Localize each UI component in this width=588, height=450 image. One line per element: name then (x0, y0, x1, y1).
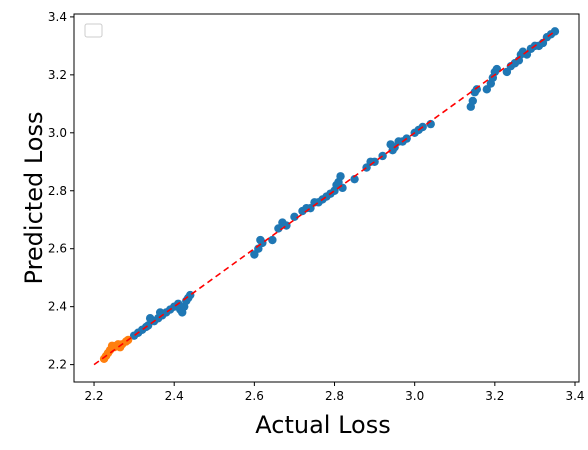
y-tick-label-1: 2.4 (48, 300, 67, 314)
x-axis-ticks: 2.2 2.4 2.6 2.8 3.0 3.2 3.4 (84, 382, 585, 403)
y-tick-label-4: 3.0 (48, 126, 67, 140)
scatter-point-s0-24 (268, 235, 277, 245)
legend-box (84, 23, 103, 38)
scatter-point-s0-58 (468, 96, 477, 106)
x-axis-title: Actual Loss (255, 411, 390, 439)
scatter-point-s0-28 (290, 212, 299, 222)
y-tick-label-0: 2.2 (48, 358, 67, 372)
scatter-point-s0-40 (336, 172, 345, 181)
x-tick-label-6: 3.4 (565, 389, 584, 403)
scatter-point-s0-42 (350, 174, 359, 184)
reference-diagonal-line (93, 30, 556, 366)
y-tick-label-3: 2.8 (48, 184, 67, 198)
x-tick-label-2: 2.6 (245, 389, 264, 403)
x-tick-label-1: 2.4 (165, 389, 184, 403)
x-tick-label-4: 3.0 (405, 389, 424, 403)
x-tick-label-3: 2.8 (325, 389, 344, 403)
y-tick-label-2: 2.6 (48, 242, 67, 256)
y-axis-title: Predicted Loss (20, 112, 48, 285)
y-tick-label-5: 3.2 (48, 68, 67, 82)
plot-frame (73, 13, 580, 383)
x-tick-label-5: 3.2 (485, 389, 504, 403)
y-axis-ticks: 2.2 2.4 2.6 2.8 3.0 3.2 3.4 (48, 10, 74, 372)
y-tick-label-6: 3.4 (48, 10, 67, 24)
x-tick-label-0: 2.2 (84, 389, 103, 403)
